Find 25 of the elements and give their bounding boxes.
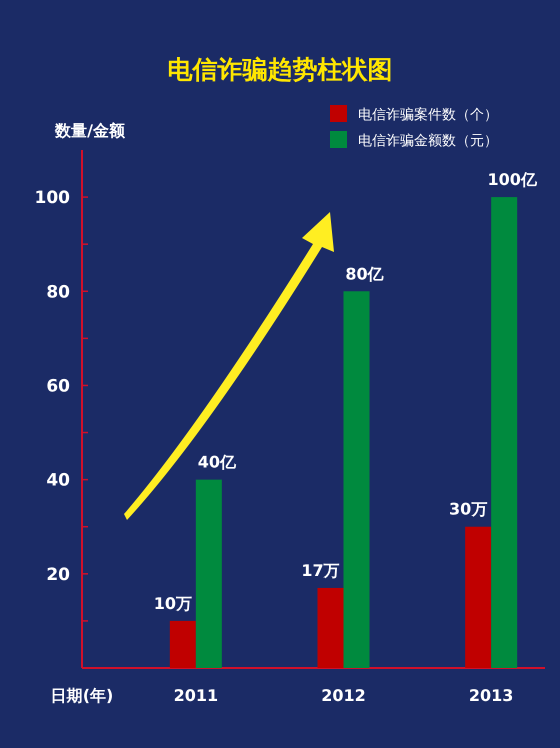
data-label: 10万 bbox=[154, 594, 192, 613]
data-label: 80亿 bbox=[345, 264, 385, 284]
bar bbox=[170, 620, 196, 668]
data-label: 100亿 bbox=[487, 170, 538, 190]
data-label: 17万 bbox=[301, 560, 340, 580]
y-tick-label: 60 bbox=[46, 376, 70, 396]
data-label: 40亿 bbox=[198, 452, 237, 472]
y-axis-title: 数量/金额 bbox=[54, 121, 126, 140]
bar bbox=[196, 480, 222, 668]
y-tick-label: 20 bbox=[46, 564, 70, 585]
bar bbox=[491, 197, 518, 668]
chart-title: 电信诈骗趋势柱状图 bbox=[168, 55, 392, 84]
bar bbox=[344, 291, 370, 668]
bar bbox=[318, 588, 344, 668]
legend-label: 电信诈骗案件数（个） bbox=[358, 106, 498, 123]
x-axis-title: 日期(年) bbox=[50, 686, 114, 705]
y-tick-label: 100 bbox=[34, 188, 70, 208]
x-tick-label: 2013 bbox=[468, 686, 514, 705]
x-tick-label: 2011 bbox=[174, 686, 218, 705]
legend-label: 电信诈骗金额数（元） bbox=[358, 133, 498, 149]
data-label: 30万 bbox=[449, 500, 488, 519]
x-tick-label: 2012 bbox=[321, 686, 366, 705]
y-tick-label: 40 bbox=[46, 470, 70, 491]
y-tick-label: 80 bbox=[46, 282, 70, 302]
bar bbox=[465, 526, 492, 668]
